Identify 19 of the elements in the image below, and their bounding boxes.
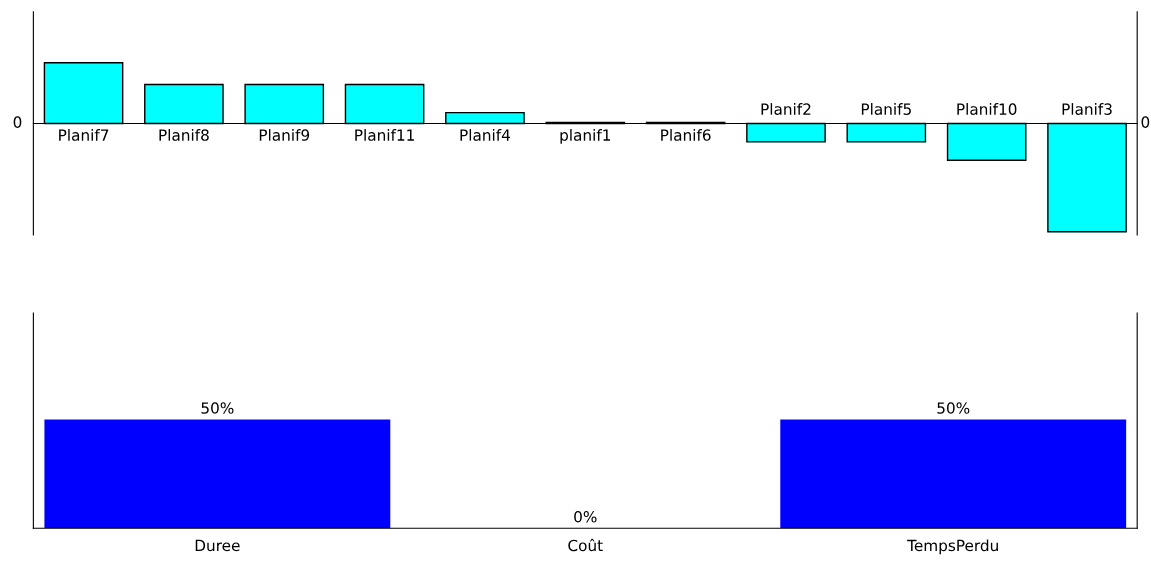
x-tick-label: Planif7 — [59, 129, 109, 141]
x-tick-label: Planif6 — [661, 129, 711, 141]
x-tick-label: Planif10 — [957, 103, 1017, 115]
x-tick-label: Planif2 — [761, 103, 811, 115]
data-label: 50% — [937, 402, 970, 414]
x-tick-label: Planif5 — [861, 103, 911, 115]
x-tick-label: Planif4 — [460, 129, 510, 141]
x-tick-label: Planif8 — [159, 129, 209, 141]
data-label: 50% — [201, 402, 234, 414]
data-label: 0% — [574, 510, 597, 523]
x-tick-label: Planif11 — [355, 129, 414, 141]
x-tick-label: Planif9 — [259, 129, 310, 141]
text: 0 — [13, 116, 22, 128]
x-tick-label: planif1 — [560, 129, 611, 144]
x-tick-label: TempsPerdu — [907, 539, 998, 555]
text: 0 — [1141, 116, 1150, 128]
x-tick-label: Duree — [195, 539, 240, 552]
x-tick-label: Coût — [568, 538, 603, 552]
x-tick-label: Planif3 — [1062, 103, 1112, 115]
